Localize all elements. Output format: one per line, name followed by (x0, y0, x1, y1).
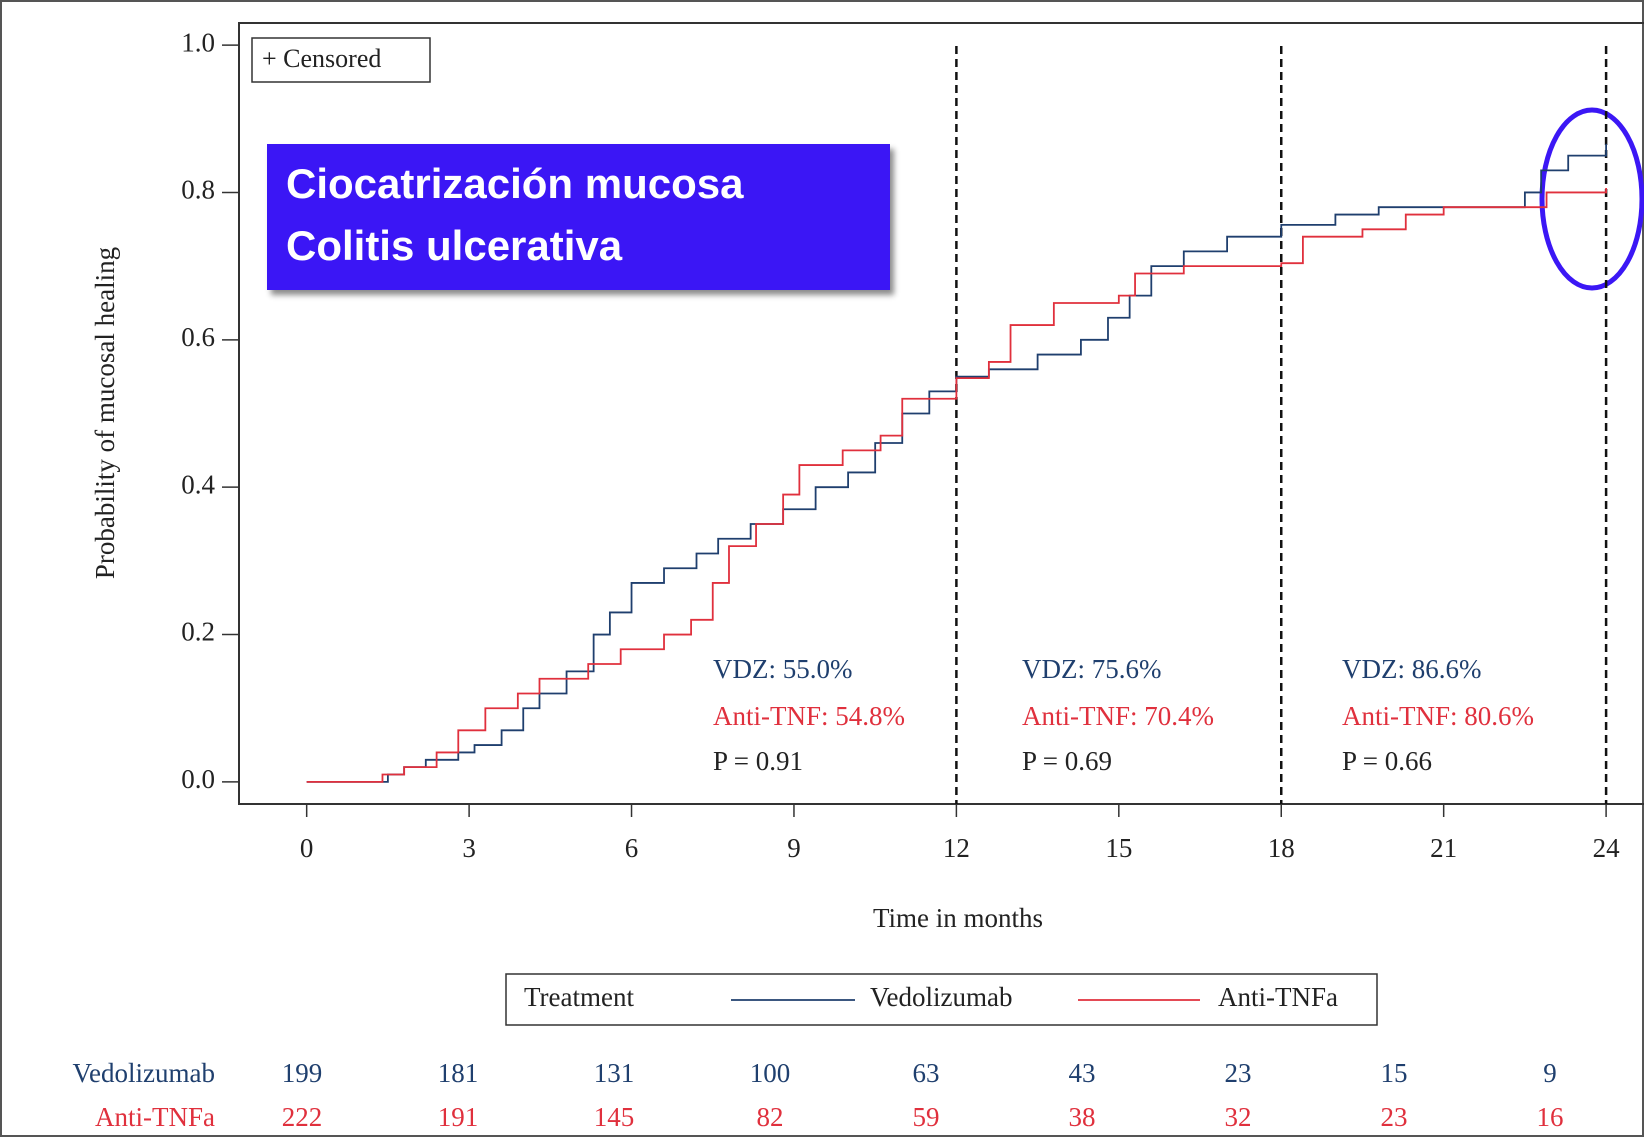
x-tick-label: 0 (300, 833, 314, 863)
legend-box (505, 973, 1378, 1026)
overlay-box (267, 144, 890, 290)
x-tick-label: 12 (943, 833, 970, 863)
risk-count: 9 (1543, 1058, 1557, 1088)
censor-legend: + Censored (262, 44, 381, 73)
annotation: VDZ: 75.6% (1022, 654, 1161, 684)
risk-row-label: Vedolizumab (73, 1058, 215, 1088)
y-tick-label: 0.0 (181, 764, 215, 794)
x-tick-label: 18 (1268, 833, 1295, 863)
risk-count: 32 (1225, 1102, 1252, 1132)
y-tick-label: 1.0 (181, 27, 215, 57)
risk-count: 181 (438, 1058, 479, 1088)
risk-count: 15 (1381, 1058, 1408, 1088)
risk-count: 191 (438, 1102, 479, 1132)
annotation: VDZ: 55.0% (713, 654, 852, 684)
km-curve (306, 188, 1607, 783)
annotation: Anti-TNF: 70.4% (1022, 701, 1214, 731)
risk-count: 23 (1381, 1102, 1408, 1132)
risk-count: 82 (757, 1102, 784, 1132)
legend-label: Vedolizumab (870, 982, 1012, 1012)
overlay-title: Ciocatrización mucosa (286, 160, 744, 207)
censor-legend-box (251, 37, 431, 83)
risk-count: 63 (913, 1058, 940, 1088)
legend-title: Treatment (524, 982, 634, 1012)
y-tick-label: 0.8 (181, 175, 215, 205)
annotation: Anti-TNF: 54.8% (713, 701, 905, 731)
annotation: VDZ: 86.6% (1342, 654, 1481, 684)
x-tick-label: 24 (1593, 833, 1621, 863)
x-tick-label: 6 (625, 833, 639, 863)
km-curve (306, 143, 1607, 783)
y-axis-label: Probability of mucosal healing (90, 247, 120, 579)
overlay-title: Colitis ulcerativa (286, 222, 623, 269)
risk-count: 43 (1069, 1058, 1096, 1088)
risk-count: 59 (913, 1102, 940, 1132)
risk-count: 38 (1069, 1102, 1096, 1132)
risk-count: 145 (594, 1102, 635, 1132)
risk-count: 222 (282, 1102, 323, 1132)
legend-label: Anti-TNFa (1218, 982, 1338, 1012)
risk-count: 199 (282, 1058, 323, 1088)
risk-count: 131 (594, 1058, 635, 1088)
x-tick-label: 15 (1105, 833, 1132, 863)
plot-frame (238, 22, 1644, 805)
annotation: P = 0.66 (1342, 746, 1432, 776)
annotation: Anti-TNF: 80.6% (1342, 701, 1534, 731)
x-axis-label: Time in months (873, 903, 1043, 933)
x-tick-label: 3 (462, 833, 476, 863)
x-tick-label: 21 (1430, 833, 1457, 863)
annotation: P = 0.69 (1022, 746, 1112, 776)
risk-row-label: Anti-TNFa (95, 1102, 215, 1132)
risk-count: 16 (1537, 1102, 1564, 1132)
risk-count: 100 (750, 1058, 791, 1088)
y-tick-label: 0.2 (181, 617, 215, 647)
highlight-ellipse (1539, 107, 1644, 291)
y-tick-label: 0.4 (181, 469, 215, 499)
annotation: P = 0.91 (713, 746, 803, 776)
y-tick-label: 0.6 (181, 322, 215, 352)
x-tick-label: 9 (787, 833, 801, 863)
risk-count: 23 (1225, 1058, 1252, 1088)
